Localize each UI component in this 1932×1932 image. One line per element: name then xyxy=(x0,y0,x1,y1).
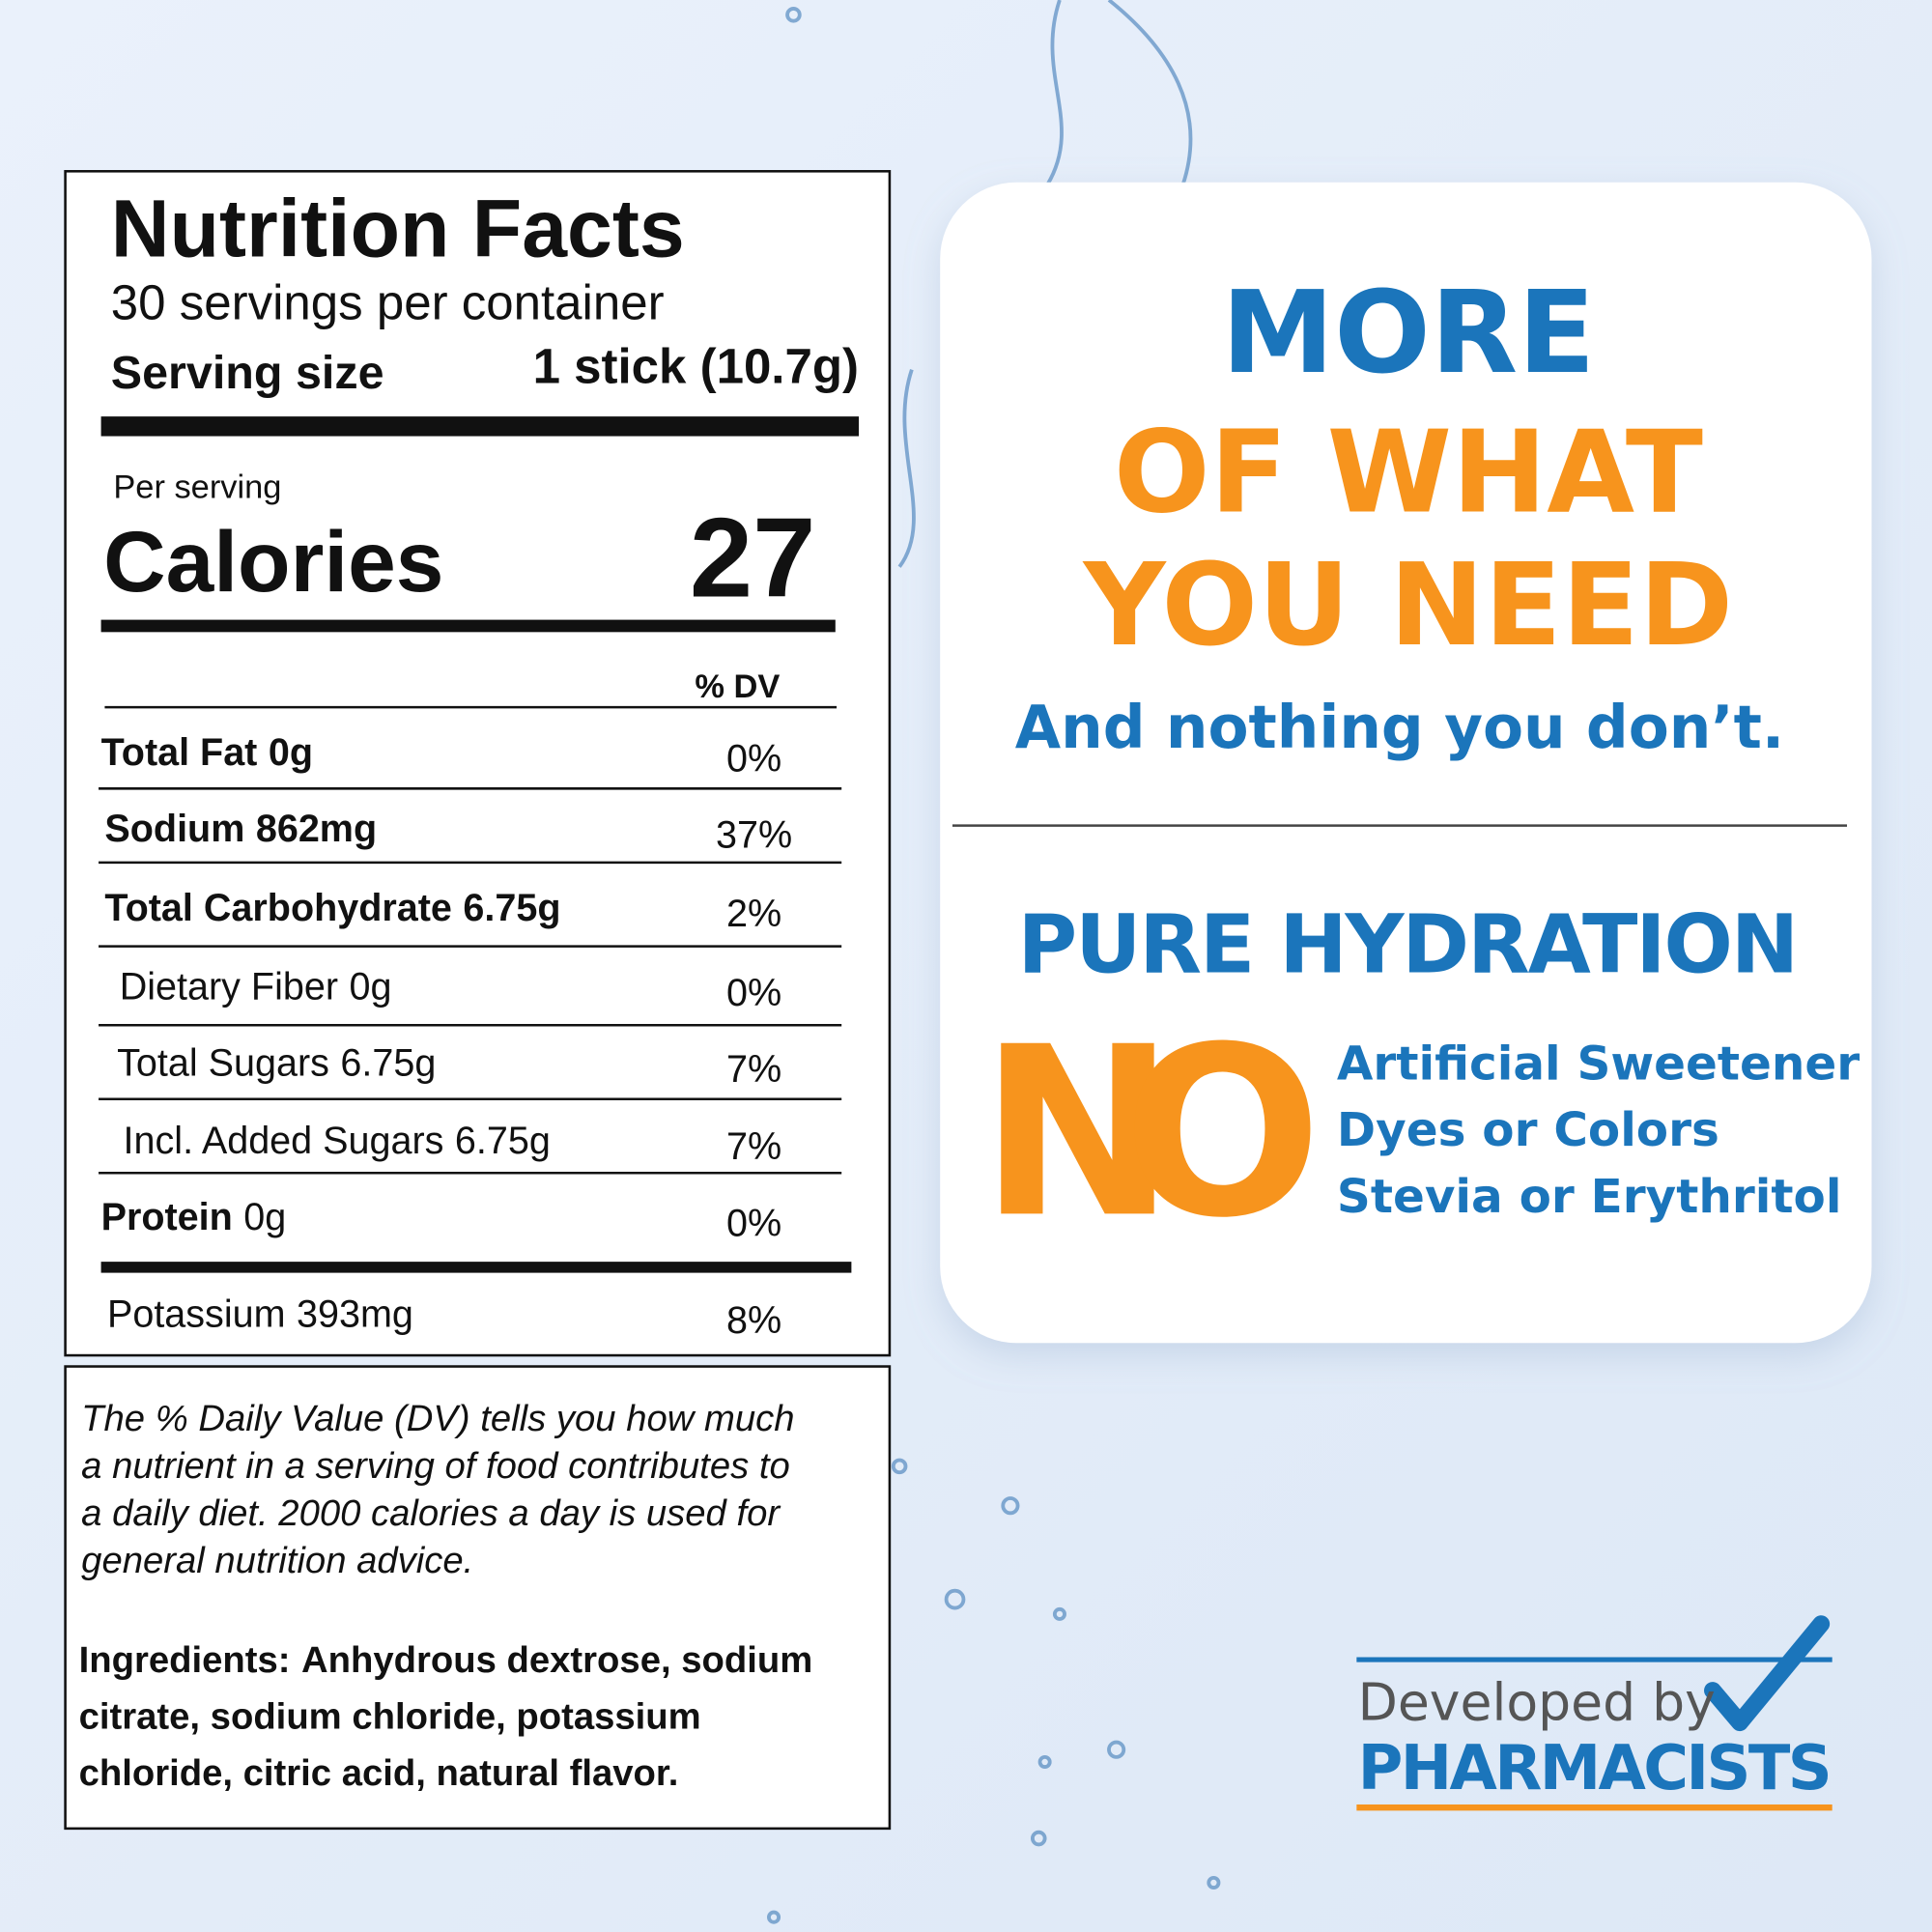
footnote: The % Daily Value (DV) tells you how muc… xyxy=(81,1398,794,1581)
nutrient-name: Protein xyxy=(101,1196,233,1238)
subhead: PURE HYDRATION xyxy=(1018,896,1800,991)
headline: MORE xyxy=(1221,267,1595,399)
nutrient-amount: 6.75g xyxy=(340,1042,436,1085)
nutrient-amount: 393mg xyxy=(297,1293,413,1336)
thick-bar xyxy=(100,619,836,633)
label-title: Nutrition Facts xyxy=(111,183,685,273)
no-word: NO xyxy=(980,997,1322,1269)
nutrient-amount: 0g xyxy=(349,965,391,1008)
nutrient-amount: 0g xyxy=(243,1196,286,1238)
nutrient-dv: 0% xyxy=(726,1202,781,1244)
nutrient-row: Protein 0g xyxy=(101,1196,287,1238)
promo-card xyxy=(940,182,1872,1344)
thick-bar xyxy=(100,1262,852,1273)
nutrient-row: Sodium 862mg xyxy=(104,808,377,850)
nutrient-name: Total Fat xyxy=(101,731,258,774)
ingredients: Ingredients: Anhydrous dextrose, sodium ci… xyxy=(79,1639,813,1794)
nutrient-name: Total Carbohydrate xyxy=(104,887,452,929)
ingredients-line: citrate, sodium chloride, potassium xyxy=(79,1696,701,1738)
nutrient-dv: 8% xyxy=(726,1299,781,1342)
nutrient-dv: 0% xyxy=(726,737,781,780)
ingredients-line: chloride, citric acid, natural flavor. xyxy=(79,1752,679,1794)
nutrient-row: Potassium 393mg xyxy=(107,1293,413,1336)
nutrient-name: Sodium xyxy=(104,808,244,850)
nutrient-amount: 6.75g xyxy=(463,887,560,929)
calories-value: 27 xyxy=(690,494,816,620)
nutrient-dv: 0% xyxy=(726,972,781,1014)
nutrient-row: Total Sugars 6.75g xyxy=(117,1042,436,1085)
ingredients-line: Ingredients: Anhydrous dextrose, sodium xyxy=(79,1639,813,1681)
no-item: Stevia or Erythritol xyxy=(1337,1170,1842,1224)
checkmark xyxy=(1704,1615,1831,1732)
nutrient-row: Dietary Fiber 0g xyxy=(120,965,392,1008)
no-item: Dyes or Colors xyxy=(1337,1103,1719,1157)
dv-header: % DV xyxy=(695,668,780,705)
nutrient-name: Incl. Added Sugars xyxy=(124,1120,444,1162)
footnote-box xyxy=(64,1365,892,1831)
nutrient-dv: 2% xyxy=(726,893,781,935)
nutrition-label xyxy=(64,170,892,1357)
footnote-line: a nutrient in a serving of food contribu… xyxy=(81,1445,790,1487)
nutrient-row: Incl. Added Sugars 6.75g xyxy=(124,1120,551,1162)
badge-line2: PHARMACISTS xyxy=(1358,1733,1833,1804)
nutrient-dv: 7% xyxy=(726,1125,781,1168)
nutrient-name: Dietary Fiber xyxy=(120,965,338,1008)
no-item: Artificial Sweetener xyxy=(1337,1037,1860,1091)
headline: OF WHAT xyxy=(1114,406,1703,538)
nutrient-amount: 0g xyxy=(269,731,313,774)
serving-size-label: Serving size xyxy=(111,347,384,399)
nutrient-name: Potassium xyxy=(107,1293,286,1336)
nutrient-dv: 37% xyxy=(716,814,792,857)
tagline: And nothing you don’t. xyxy=(1015,694,1784,762)
badge-line1: Developed by xyxy=(1358,1672,1716,1733)
ingredients-text: chloride, citric acid, natural flavor. xyxy=(79,1752,679,1794)
ingredients-text: citrate, sodium chloride, potassium xyxy=(79,1696,701,1738)
footnote-line: general nutrition advice. xyxy=(81,1540,473,1581)
thick-bar xyxy=(100,416,860,437)
footnote-line: The % Daily Value (DV) tells you how muc… xyxy=(81,1398,794,1439)
nutrient-amount: 862mg xyxy=(256,808,377,850)
calories-label: Calories xyxy=(103,513,443,610)
per-serving: Per serving xyxy=(113,469,281,505)
footnote-line: a daily diet. 2000 calories a day is use… xyxy=(81,1492,781,1534)
headline: YOU NEED xyxy=(1082,539,1734,671)
servings: 30 servings per container xyxy=(111,274,665,329)
nutrient-rows: Total Fat 0g 0% Sodium 862mg 37% Total Carbohy… xyxy=(99,731,842,1342)
ingredients-text: Anhydrous dextrose, sodium xyxy=(301,1639,812,1681)
nutrient-amount: 6.75g xyxy=(455,1120,551,1162)
ingredients-label: Ingredients: xyxy=(79,1639,291,1681)
nutrient-row: Total Fat 0g xyxy=(101,731,313,774)
serving-size: 1 stick (10.7g) xyxy=(533,339,859,394)
nutrient-dv: 7% xyxy=(726,1048,781,1091)
water-splash xyxy=(767,0,1221,1924)
nutrient-name: Total Sugars xyxy=(117,1042,329,1085)
nutrient-row: Total Carbohydrate 6.75g xyxy=(104,887,560,929)
